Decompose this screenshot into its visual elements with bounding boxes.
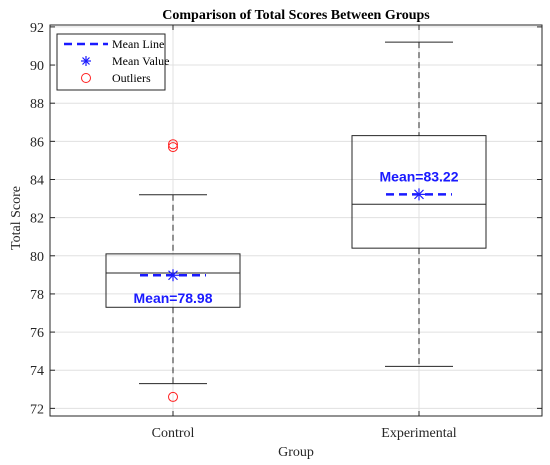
x-tick-label: Control (152, 426, 195, 441)
box-series: Mean=78.98 Mean=83.22 (105, 41, 487, 402)
mean-marker (167, 269, 179, 282)
y-axis-label: Total Score (9, 186, 24, 250)
y-tick-label: 84 (30, 173, 44, 188)
chart-title: Comparison of Total Scores Between Group… (162, 8, 430, 23)
box-experimental: Mean=83.22 (351, 41, 487, 367)
iqr-box (351, 135, 487, 249)
y-tick-label: 88 (30, 97, 44, 112)
y-tick-label: 74 (30, 364, 44, 379)
mean-data-label: Mean=78.98 (134, 290, 213, 306)
y-tick-label: 72 (30, 402, 44, 417)
x-axis-ticks: Control Experimental (152, 25, 457, 441)
outlier-point (168, 139, 178, 150)
y-tick-label: 76 (30, 326, 44, 341)
legend-outlier-swatch (81, 73, 91, 83)
y-tick-label: 92 (30, 21, 44, 36)
y-tick-label: 86 (30, 135, 44, 150)
legend-mean-value-swatch (81, 56, 91, 66)
x-tick-label: Experimental (381, 426, 457, 441)
legend-label-mean-value: Mean Value (112, 54, 169, 68)
legend-box (56, 33, 166, 91)
legend-label-mean-line: Mean Line (112, 37, 164, 51)
mean-data-label: Mean=83.22 (380, 168, 459, 184)
mean-marker (413, 188, 425, 201)
y-tick-label: 80 (30, 250, 44, 265)
y-tick-label: 82 (30, 212, 44, 227)
legend: Mean Line Mean Value Outliers (56, 33, 169, 91)
outlier-point (168, 142, 178, 153)
iqr-box (105, 253, 241, 308)
y-tick-label: 90 (30, 59, 44, 74)
x-axis-label: Group (278, 445, 314, 460)
mean-marker-d2 (414, 189, 424, 200)
plot-area-frame (49, 24, 543, 417)
box-control: Mean=78.98 (105, 139, 241, 402)
y-axis-ticks: 72 74 76 78 80 82 84 86 88 90 92 (30, 21, 542, 417)
outlier-point (168, 391, 178, 402)
mean-marker-d2 (168, 270, 178, 281)
legend-label-outliers: Outliers (112, 71, 151, 85)
y-tick-label: 78 (30, 288, 44, 303)
